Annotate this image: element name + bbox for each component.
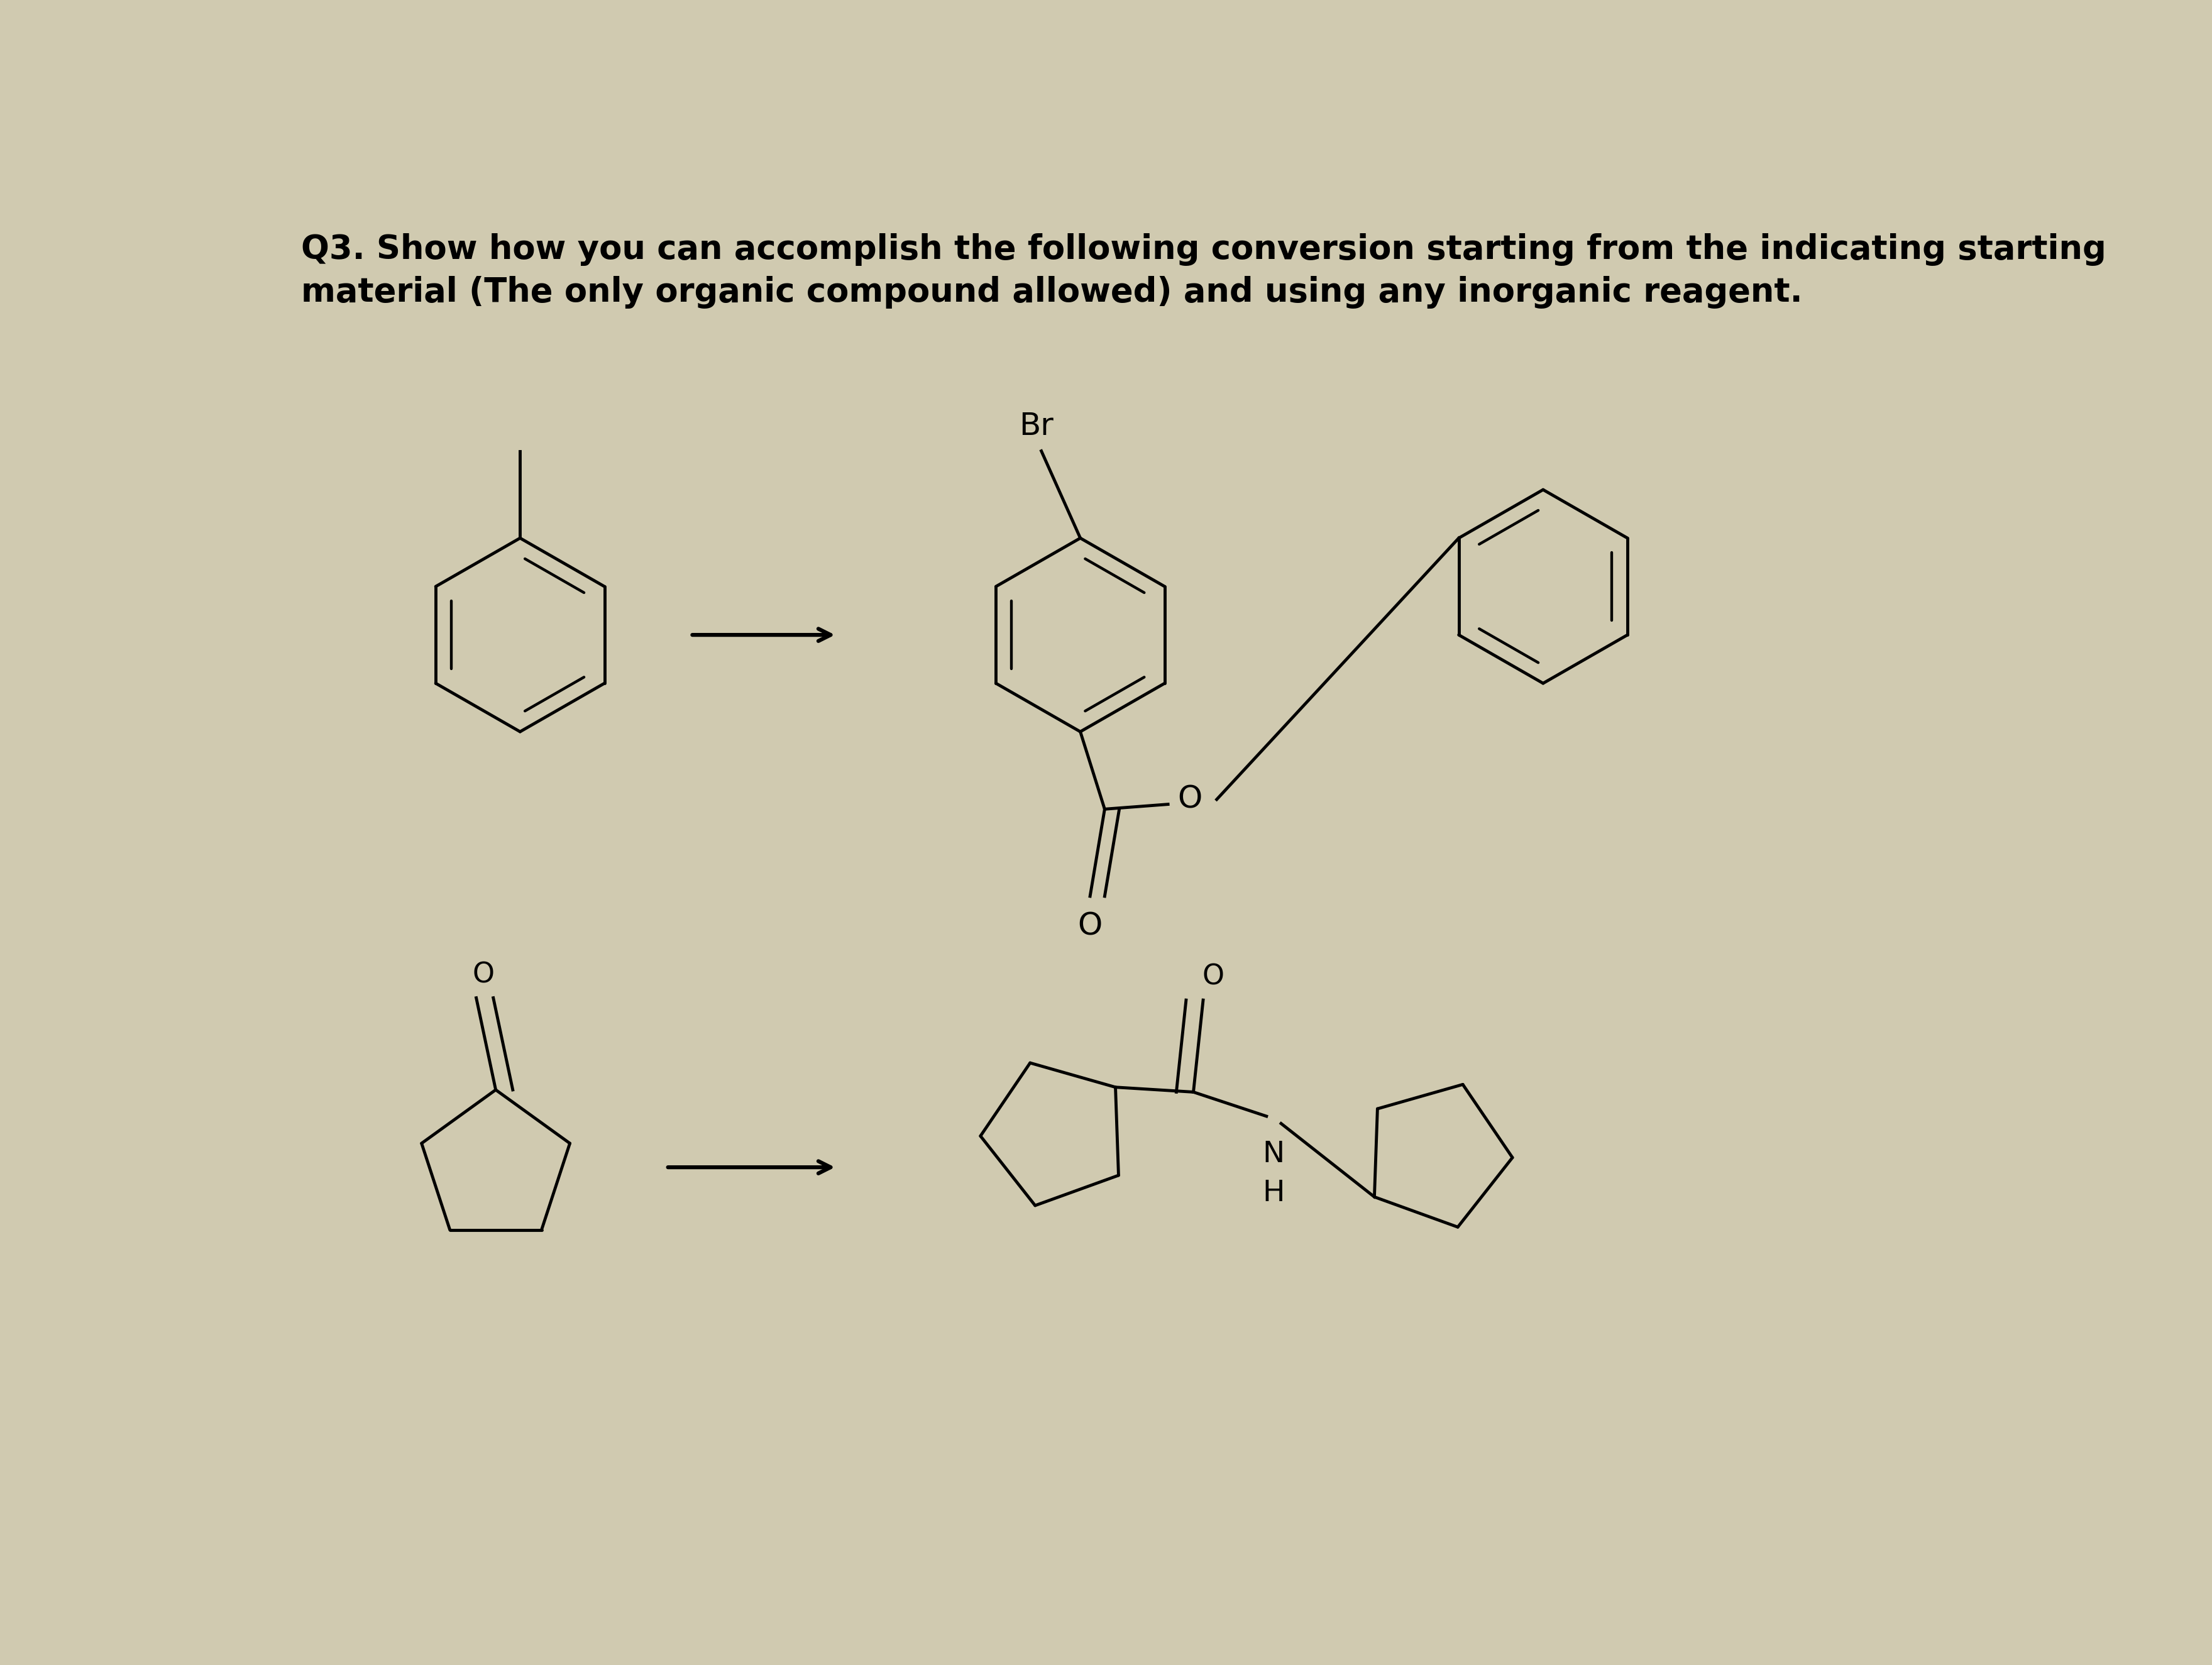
Text: O: O xyxy=(1201,964,1223,991)
Text: Br: Br xyxy=(1020,411,1053,441)
Text: O: O xyxy=(473,961,495,989)
Text: H: H xyxy=(1263,1179,1285,1207)
Text: Q3. Show how you can accomplish the following conversion starting from the indic: Q3. Show how you can accomplish the foll… xyxy=(301,233,2106,310)
Text: O: O xyxy=(1077,911,1102,941)
Text: O: O xyxy=(1177,784,1203,814)
Text: N: N xyxy=(1263,1141,1285,1169)
